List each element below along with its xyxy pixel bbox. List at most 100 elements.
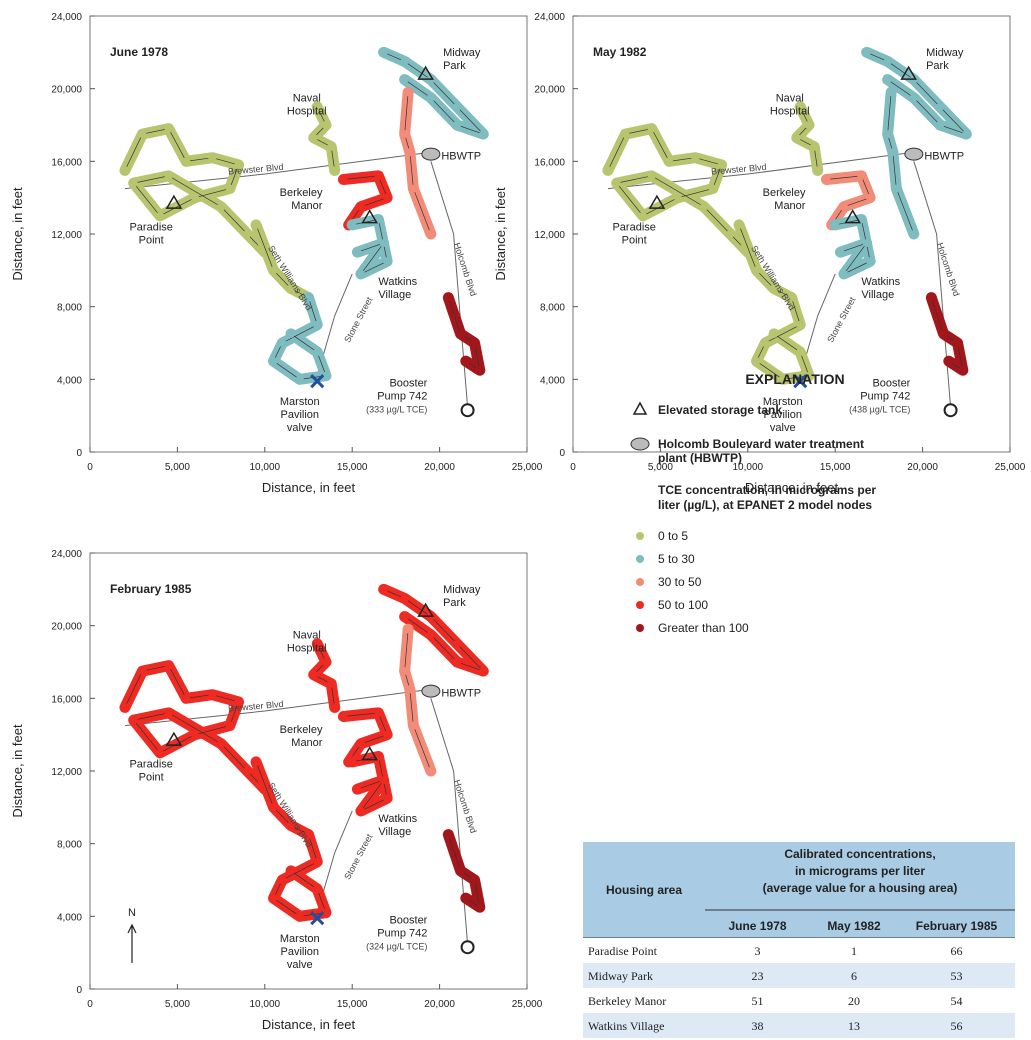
node — [327, 680, 335, 688]
node — [401, 613, 409, 621]
table-column: June 1978 — [728, 919, 786, 933]
node — [401, 667, 409, 675]
legend-label: Elevated storage tank — [658, 403, 782, 417]
legend-subtitle: TCE concentration, in micrograms per — [658, 483, 876, 497]
node — [331, 166, 339, 174]
node — [208, 154, 216, 162]
x-tick-label: 20,000 — [424, 462, 455, 473]
node — [427, 230, 435, 238]
road — [914, 161, 951, 406]
y-tick-label: 12,000 — [51, 230, 82, 241]
legend-tank — [634, 403, 646, 414]
node — [648, 125, 656, 133]
place-label: Point — [139, 771, 164, 783]
node — [401, 130, 409, 138]
table-cell: 56 — [951, 1019, 963, 1033]
pipe-zone — [352, 219, 387, 274]
x-axis-label: Distance, in feet — [262, 1017, 356, 1032]
node — [191, 194, 199, 202]
pipe-zone — [835, 219, 870, 274]
street-label: Holcomb Blvd — [452, 778, 479, 834]
table-cell: Paradise Point — [588, 944, 658, 958]
node — [753, 266, 761, 274]
node — [357, 203, 365, 211]
north-arrow — [128, 925, 136, 963]
node — [427, 631, 435, 639]
node — [380, 776, 388, 784]
booster-pump — [945, 404, 957, 416]
node — [796, 321, 804, 329]
place-label: Point — [139, 234, 164, 246]
table-cell: 51 — [752, 994, 764, 1008]
node — [130, 179, 138, 187]
node — [409, 722, 417, 730]
place-label: Berkeley — [763, 187, 806, 199]
node — [866, 257, 874, 265]
legend-title: EXPLANATION — [745, 371, 844, 387]
place-label: Marston — [280, 933, 320, 945]
legend-label: Greater than 100 — [658, 621, 749, 635]
treatment-plant — [422, 685, 440, 697]
node — [357, 807, 365, 815]
node — [138, 667, 146, 675]
node — [374, 709, 382, 717]
node — [476, 903, 484, 911]
node — [665, 157, 673, 165]
treatment-plant — [905, 148, 923, 160]
node — [191, 731, 199, 739]
page: 05,00010,00015,00020,00025,00004,0008,00… — [0, 0, 1031, 1040]
node — [401, 594, 409, 602]
table-cell: 3 — [755, 944, 761, 958]
node — [339, 176, 347, 184]
pipe-zone — [384, 52, 484, 134]
pipe-zone — [352, 756, 387, 811]
place-label: valve — [287, 959, 313, 971]
pipe-zone — [405, 629, 431, 771]
node — [770, 330, 778, 338]
node — [863, 239, 871, 247]
node — [927, 294, 935, 302]
place-label: Village — [861, 289, 894, 301]
street-label: Holcomb Blvd — [935, 241, 962, 297]
legend-label: 30 to 50 — [658, 575, 702, 589]
street-label: Stone Street — [342, 295, 375, 344]
node — [217, 203, 225, 211]
place-label: Manor — [291, 200, 323, 212]
node — [726, 230, 734, 238]
place-label: Hospital — [287, 642, 327, 654]
node — [252, 221, 260, 229]
legend-swatch — [636, 624, 644, 632]
node — [761, 339, 769, 347]
road — [431, 698, 468, 943]
node — [462, 894, 470, 902]
y-tick-label: 4,000 — [540, 375, 565, 386]
pipe-zone — [405, 92, 431, 234]
table-cell: 6 — [851, 969, 857, 983]
x-tick-label: 15,000 — [337, 462, 368, 473]
node — [753, 357, 761, 365]
node — [313, 348, 321, 356]
legend-subtitle: liter (µg/L), at EPANET 2 model nodes — [658, 498, 872, 512]
place-label: Berkeley — [280, 724, 323, 736]
panel-title: May 1982 — [593, 45, 647, 59]
node — [357, 270, 365, 278]
y-tick-label: 24,000 — [534, 12, 565, 23]
node — [270, 266, 278, 274]
table-cell: 13 — [848, 1019, 860, 1033]
y-axis-label: Distance, in feet — [10, 187, 25, 281]
node — [479, 130, 487, 138]
node — [270, 894, 278, 902]
place-label: Marston — [280, 396, 320, 408]
node — [182, 157, 190, 165]
node — [621, 130, 629, 138]
booster-note: (333 µg/L TCE) — [366, 405, 427, 415]
node — [278, 339, 286, 347]
legend-label: 50 to 100 — [658, 598, 708, 612]
table-cell: 20 — [848, 994, 860, 1008]
node — [479, 667, 487, 675]
node — [836, 248, 844, 256]
table-group-header: (average value for a housing area) — [763, 881, 958, 895]
node — [296, 912, 304, 920]
node — [383, 194, 391, 202]
node — [130, 716, 138, 724]
